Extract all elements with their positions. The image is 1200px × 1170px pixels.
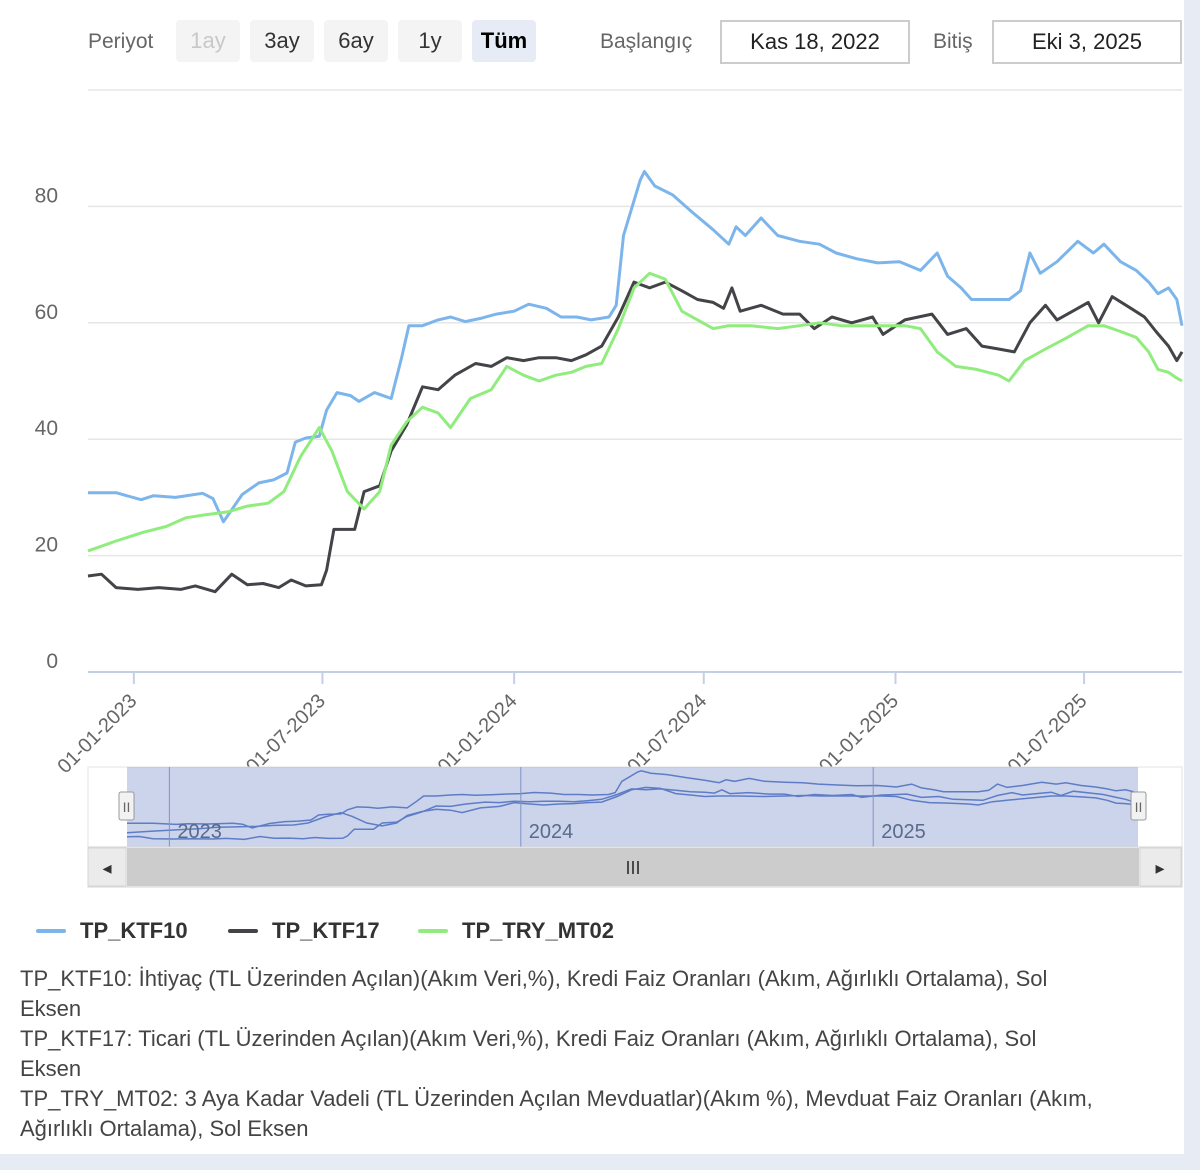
plot-area [87, 170, 1184, 594]
legend-item-ktf10[interactable]: TP_KTF10 [36, 918, 188, 944]
legend-label-try-mt02: TP_TRY_MT02 [462, 918, 615, 943]
y-tick-label: 80 [35, 184, 58, 207]
navigator-year-label: 2025 [881, 821, 926, 843]
y-tick-label: 0 [46, 650, 58, 673]
start-date-label: Başlangıç [600, 30, 693, 53]
scroll-left-button[interactable] [87, 847, 127, 887]
navigator-line-tp_try_mt02 [126, 786, 1139, 834]
series-descriptions: TP_KTF10: İhtiyaç (TL Üzerinden Açılan)(… [20, 964, 1100, 1144]
period-3-months-button[interactable]: 3ay [250, 20, 314, 62]
navigator-year-labels: 2023 2024 2025 [168, 767, 926, 847]
period-6-months-button[interactable]: 6ay [324, 20, 388, 62]
navigator-year-label: 2024 [529, 821, 574, 843]
period-label: Periyot [88, 30, 154, 53]
grid-lines [88, 89, 1182, 557]
y-tick-label: 20 [35, 534, 58, 557]
scroll-right-icon: ▸ [1155, 858, 1164, 879]
period-1-month-button[interactable]: 1ay [176, 20, 240, 62]
y-tick-label: 40 [35, 417, 58, 440]
period-all-button[interactable]: Tüm [472, 20, 536, 62]
line-chart: 0 20 40 60 80 01-01-2023 01-07-2023 01-01-2024… [35, 89, 1184, 888]
x-axis: 01-01-2023 01-07-2023 01-01-2024 01-07-2024… [53, 671, 1182, 778]
scroll-right-button[interactable] [1139, 847, 1182, 887]
navigator[interactable]: 2023 2024 2025 II II III ◂ ▸ [87, 766, 1183, 888]
series-description-try-mt02: TP_TRY_MT02: 3 Aya Kadar Vadeli (TL Üzer… [20, 1086, 1093, 1141]
navigator-background [87, 766, 1183, 848]
scrollbar-thumb[interactable] [127, 848, 1139, 886]
end-date-input[interactable]: Eki 3, 2025 [992, 20, 1182, 64]
handle-grip-right: II [1135, 799, 1143, 815]
navigator-year-label: 2023 [177, 821, 222, 843]
series-description-ktf10: TP_KTF10: İhtiyaç (TL Üzerinden Açılan)(… [20, 966, 1048, 1021]
y-axis: 0 20 40 60 80 [35, 184, 58, 673]
period-1-year-button[interactable]: 1y [398, 20, 462, 62]
navigator-selected-range[interactable] [127, 767, 1138, 847]
x-tick-label: 01-07-2025 [1004, 690, 1092, 778]
chart-panel: Periyot 1ay 3ay 6ay 1y Tüm Başlangıç Kas… [0, 0, 1184, 1154]
series-line-tp_ktf10[interactable] [88, 170, 1184, 524]
navigator-left-handle[interactable]: II [118, 791, 135, 821]
navigator-series [126, 770, 1139, 841]
legend-item-ktf17[interactable]: TP_KTF17 [228, 918, 380, 944]
x-tick-label: 01-07-2023 [242, 690, 330, 778]
end-date-label: Bitiş [933, 30, 973, 53]
start-date-input[interactable]: Kas 18, 2022 [720, 20, 910, 64]
legend-swatch-ktf10 [36, 929, 66, 933]
y-tick-label: 60 [35, 301, 58, 324]
series-line-tp_ktf17[interactable] [87, 280, 1184, 594]
scroll-left-icon: ◂ [102, 858, 111, 879]
legend-label-ktf10: TP_KTF10 [80, 918, 188, 943]
x-tick-label: 01-01-2025 [815, 690, 903, 778]
x-tick-label: 01-01-2023 [53, 690, 141, 778]
x-tick-label: 01-01-2024 [434, 690, 522, 778]
legend-item-try-mt02[interactable]: TP_TRY_MT02 [418, 918, 614, 944]
handle-grip-left: II [123, 799, 131, 815]
legend-swatch-ktf17 [228, 929, 258, 933]
navigator-line-tp_ktf10 [127, 770, 1139, 829]
legend-label-ktf17: TP_KTF17 [272, 918, 380, 943]
legend-swatch-try-mt02 [418, 929, 448, 933]
x-tick-label: 01-07-2024 [623, 690, 711, 778]
navigator-right-handle[interactable]: II [1130, 791, 1147, 821]
range-selector: Periyot 1ay 3ay 6ay 1y Tüm Başlangıç Kas… [0, 20, 1184, 64]
series-description-ktf17: TP_KTF17: Ticari (TL Üzerinden Açılan)(A… [20, 1026, 1037, 1081]
scrollbar-grip-icon: III [625, 858, 640, 878]
series-line-tp_try_mt02[interactable] [87, 271, 1183, 553]
